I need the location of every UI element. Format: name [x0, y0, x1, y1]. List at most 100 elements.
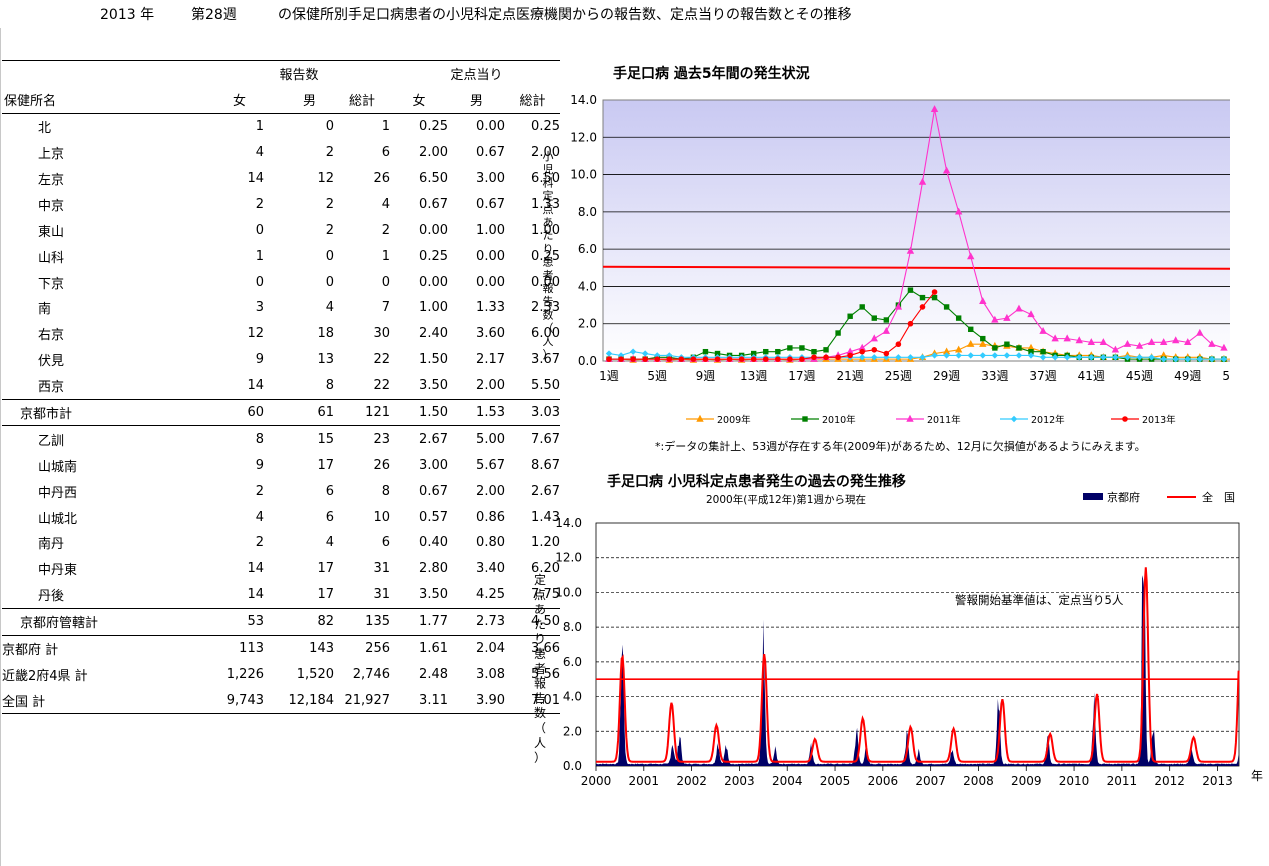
table-row: 中京 2 2 4 0.67 0.67 1.33 [2, 191, 560, 217]
y-tick-label: 6.0 [563, 655, 582, 669]
legend-label: 全 国 [1202, 490, 1235, 504]
data-point [606, 356, 612, 362]
y-axis-label-char: 科 [543, 175, 554, 189]
data-point [883, 317, 890, 323]
row-per-total: 5.56 [531, 666, 560, 682]
y-tick-label: 4.0 [578, 279, 597, 293]
col-name: 保健所名 [2, 86, 188, 114]
left-border [0, 28, 1, 866]
data-point [654, 352, 661, 359]
data-point [858, 343, 866, 351]
data-point [1040, 348, 1046, 355]
row-per-female: 1.61 [419, 641, 448, 657]
data-point [1208, 355, 1216, 363]
row-male: 6 [325, 509, 334, 525]
data-point [1051, 354, 1059, 361]
data-point [666, 356, 673, 362]
data-point [1063, 354, 1071, 361]
row-name: 伏見 [38, 354, 65, 370]
data-point [882, 326, 891, 334]
row-female: 14 [247, 171, 264, 186]
row-per-male: 2.17 [476, 352, 505, 368]
table-row: 山城北 4 6 10 0.57 0.86 1.43 [2, 504, 560, 530]
row-per-female: 2.48 [419, 666, 448, 682]
row-per-male: 5.67 [476, 457, 505, 473]
row-per-total: 7.01 [505, 687, 560, 715]
data-point [802, 416, 808, 422]
y-tick-label: 8.0 [563, 620, 582, 634]
legend-label: 2012年 [1031, 414, 1065, 426]
row-per-female: 6.50 [419, 171, 448, 186]
row-female: 9 [255, 352, 264, 368]
row-total: 1 [381, 119, 390, 135]
data-point [605, 350, 613, 357]
data-point [629, 348, 637, 355]
row-total: 26 [373, 171, 390, 186]
data-point [919, 354, 926, 361]
row-female: 113 [239, 641, 264, 657]
row-per-total: 2.33 [531, 300, 560, 316]
data-point [907, 320, 914, 327]
data-point [762, 356, 769, 362]
data-point [799, 356, 805, 362]
y-axis-label-char: あ [534, 603, 546, 617]
data-point [1100, 354, 1107, 361]
row-per-male: 0.00 [476, 274, 505, 290]
y-axis-label-char: （ [534, 721, 546, 735]
row-per-total: 2.67 [531, 483, 560, 499]
row-name: 京都府 計 [2, 643, 59, 659]
table-row: 左京 14 12 26 6.50 3.00 6.50 [2, 166, 560, 192]
row-per-female: 0.40 [419, 535, 448, 551]
table-row: 山科 1 0 1 0.25 0.00 0.25 [2, 243, 560, 269]
row-per-female: 0.00 [419, 222, 448, 238]
col-female: 女 [188, 86, 264, 114]
table-row: 乙訓 8 15 23 2.67 5.00 7.67 [2, 426, 560, 452]
y-axis-label-char: （ [543, 322, 554, 335]
data-point [642, 356, 648, 362]
x-tick-label: 2006 [868, 774, 899, 788]
row-per-male: 3.00 [476, 171, 505, 186]
x-tick-label: 25週 [885, 369, 912, 383]
y-tick-label: 12.0 [555, 551, 582, 565]
row-name: 全国 計 [2, 687, 188, 715]
data-point [991, 315, 999, 323]
data-point [641, 350, 649, 357]
data-point [1004, 341, 1010, 347]
row-name: 南丹 [38, 537, 65, 553]
data-point [1076, 354, 1083, 361]
data-point [907, 354, 914, 361]
data-point [1124, 354, 1131, 361]
data-point [1063, 334, 1071, 342]
data-point [906, 414, 914, 422]
data-point [847, 352, 853, 359]
row-male: 2 [325, 145, 334, 161]
row-per-total: 7.75 [531, 587, 560, 603]
table-row: 北 1 0 1 0.25 0.00 0.25 [2, 113, 560, 139]
row-male: 18 [317, 326, 334, 342]
row-per-female: 3.50 [419, 378, 448, 394]
table-row: 南 3 4 7 1.00 1.33 2.33 [2, 295, 560, 321]
y-axis-label-char: 点 [534, 588, 546, 602]
data-point [1135, 341, 1144, 349]
row-per-female: 0.67 [419, 483, 448, 499]
row-total: 1 [381, 248, 390, 264]
y-tick-label: 8.0 [578, 205, 597, 219]
row-female: 14 [247, 561, 264, 577]
table-row: 京都市計 60 61 121 1.50 1.53 3.03 [2, 398, 560, 427]
data-point [1015, 352, 1023, 359]
data-point [654, 356, 661, 362]
data-point [835, 354, 841, 361]
table-row: 南丹 2 4 6 0.40 0.80 1.20 [2, 530, 560, 556]
row-male: 2 [325, 222, 334, 238]
x-tick-label: 2004 [772, 774, 803, 788]
data-point [943, 352, 950, 359]
y-axis-label-char: り [534, 632, 546, 646]
y-tick-label: 2.0 [578, 317, 597, 331]
data-point [702, 356, 709, 362]
data-point [1027, 310, 1035, 318]
x-tick-label: 2010 [1059, 774, 1090, 788]
row-total: 8 [381, 483, 390, 499]
row-total: 4 [381, 196, 390, 212]
row-name: 近畿2府4県 計 [2, 668, 88, 684]
data-point [979, 297, 987, 305]
